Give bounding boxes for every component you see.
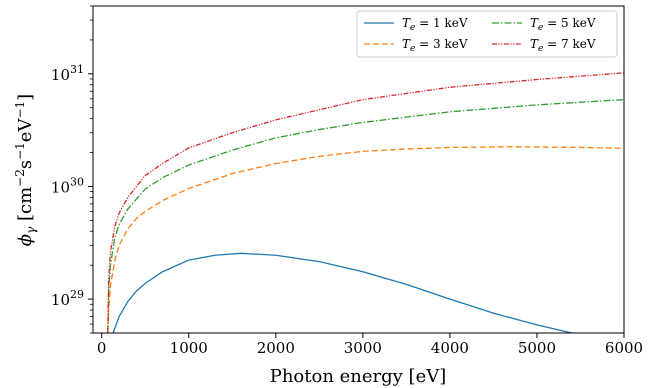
y-tick-label: 1029	[51, 288, 84, 309]
x-tick-label: 0	[97, 339, 107, 357]
legend-label-1: Te = 1 keV	[402, 16, 468, 33]
legend: Te = 1 keV Te = 3 keV Te = 5 keV Te = 7 keV	[356, 10, 618, 58]
x-tick-label: 6000	[605, 339, 643, 357]
x-axis-ticks: 0 1000 2000 3000 4000 5000 6000	[97, 333, 643, 357]
legend-label-4: Te = 7 keV	[530, 37, 596, 54]
legend-label-2: Te = 3 keV	[402, 37, 468, 54]
x-tick-label: 5000	[518, 339, 556, 357]
x-tick-label: 4000	[431, 339, 469, 357]
x-tick-label: 1000	[170, 339, 208, 357]
x-tick-label: 3000	[344, 339, 382, 357]
y-axis-ticks: 1029 1030 1031	[51, 5, 93, 334]
y-tick-label: 1031	[51, 63, 84, 84]
plot-area	[93, 6, 624, 333]
y-axis-label: ϕγ [cm−2s−1eV−1]	[13, 94, 38, 246]
series-line-1	[112, 252, 575, 333]
series-line-2	[107, 146, 624, 333]
y-tick-label: 1030	[51, 175, 84, 196]
x-tick-label: 2000	[257, 339, 295, 357]
legend-label-3: Te = 5 keV	[530, 16, 596, 33]
plot-frame	[92, 5, 625, 334]
series-layer	[107, 72, 624, 333]
legend-box	[356, 10, 618, 58]
series-line-4	[107, 72, 624, 333]
x-axis-label: Photon energy [eV]	[270, 366, 447, 387]
series-line-3	[107, 98, 624, 333]
